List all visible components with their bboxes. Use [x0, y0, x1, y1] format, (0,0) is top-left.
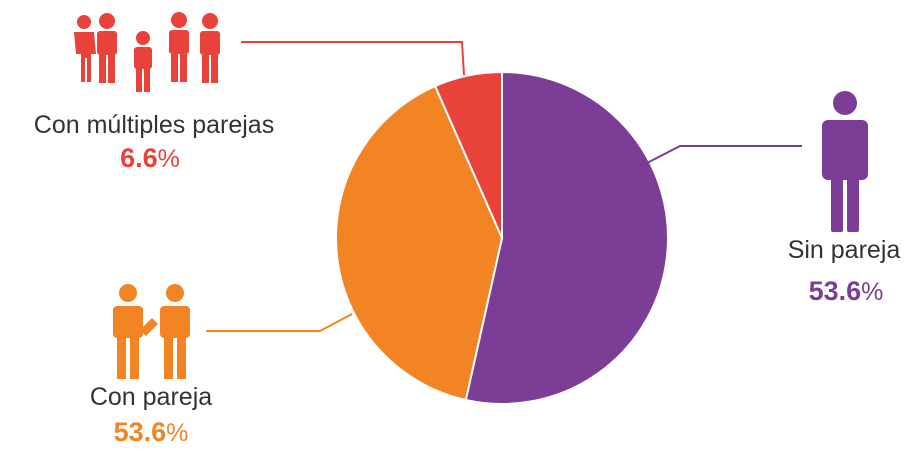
leader-line-multiple [241, 41, 465, 76]
pct-multiple: 6.6% [120, 143, 180, 173]
single-person-icon [822, 91, 868, 232]
pie-slice-multiples-parejas [433, 70, 503, 239]
pct-couple: 53.6% [114, 417, 189, 447]
pct-single: 53.6% [809, 276, 884, 306]
pie-slices [335, 70, 669, 405]
leader-line-couple [206, 313, 353, 332]
pie-slice-con-pareja [335, 84, 504, 402]
label-multiple: Con múltiples parejas [34, 111, 274, 139]
label-couple: Con pareja [90, 383, 212, 411]
pie-slice-sin-pareja [464, 70, 669, 405]
group-of-people-icon [74, 12, 220, 92]
leader-line-single [646, 145, 802, 164]
label-single: Sin pareja [788, 236, 901, 264]
couple-icon [113, 284, 190, 379]
